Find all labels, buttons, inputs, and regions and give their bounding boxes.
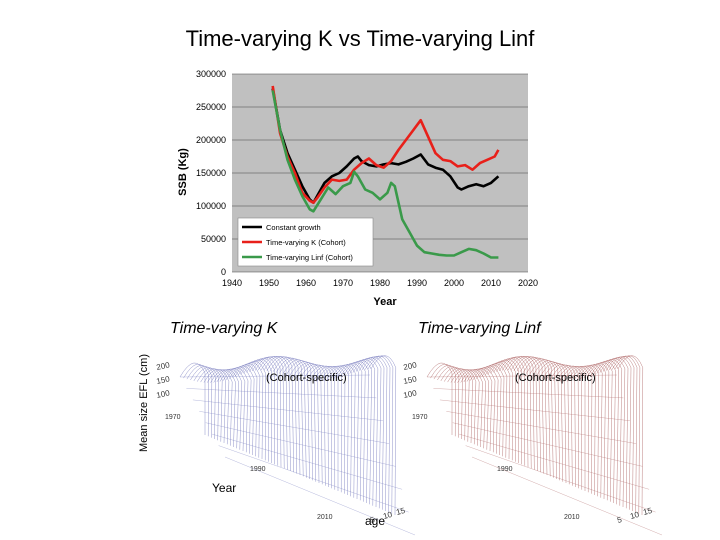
- x-tick-label: 1970: [333, 278, 353, 288]
- series-lines: [271, 85, 500, 259]
- y-tick-label: 300000: [196, 69, 226, 79]
- x-axis-label: Year: [373, 296, 397, 308]
- year-axis-label: Year: [212, 481, 237, 495]
- y-tick-label: 50000: [201, 234, 226, 244]
- x-tick-label: 2010: [481, 278, 501, 288]
- y-tick-label: 100000: [196, 201, 226, 211]
- x-tick-label: 1950: [259, 278, 279, 288]
- x-tick-label: 2020: [518, 278, 538, 288]
- age-axis-label: age: [365, 514, 386, 528]
- y-tick-label: 200000: [196, 135, 226, 145]
- x-tick-label: 1980: [370, 278, 390, 288]
- y-tick-labels: 0 50000 100000 150000 200000 250000 300000: [196, 69, 226, 277]
- cohort-note-k: (Cohort-specific): [266, 372, 347, 384]
- legend: Constant growth Time-varying K (Cohort) Ti…: [237, 217, 374, 267]
- x-tick-label: 2000: [444, 278, 464, 288]
- subtitle-time-varying-k: Time-varying K: [170, 320, 278, 337]
- x-tick-label: 1940: [222, 278, 242, 288]
- y-tick-label: 0: [221, 267, 226, 277]
- legend-label: Constant growth: [266, 223, 321, 232]
- mean-size-axis-label: Mean size EFL (cm): [138, 353, 150, 452]
- y-tick-label: 250000: [196, 102, 226, 112]
- y-axis-label: SSB (Kg): [177, 148, 189, 196]
- slide-title: Time-varying K vs Time-varying Linf: [185, 26, 535, 51]
- x-tick-label: 1990: [407, 278, 427, 288]
- x-tick-label: 1960: [296, 278, 316, 288]
- x-tick-labels: 1940 1950 1960 1970 1980 1990 2000 2010 2020: [222, 278, 538, 288]
- subtitle-time-varying-linf: Time-varying Linf: [418, 320, 541, 337]
- series-line: [271, 90, 499, 259]
- series-line: [271, 85, 500, 204]
- legend-label: Time-varying K (Cohort): [266, 238, 346, 247]
- cohort-note-linf: (Cohort-specific): [515, 372, 596, 384]
- y-tick-label: 150000: [196, 168, 226, 178]
- legend-label: Time-varying Linf (Cohort): [266, 253, 353, 262]
